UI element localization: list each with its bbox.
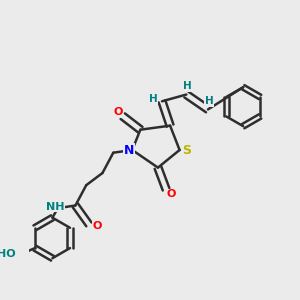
Text: O: O: [167, 189, 176, 199]
Text: S: S: [182, 143, 191, 157]
Text: H: H: [149, 94, 158, 104]
Text: O: O: [92, 221, 102, 231]
Text: H: H: [183, 81, 192, 92]
Text: NH: NH: [46, 202, 65, 212]
Text: HO: HO: [0, 249, 16, 259]
Text: H: H: [205, 96, 214, 106]
Text: N: N: [124, 143, 134, 157]
Text: O: O: [113, 107, 123, 117]
